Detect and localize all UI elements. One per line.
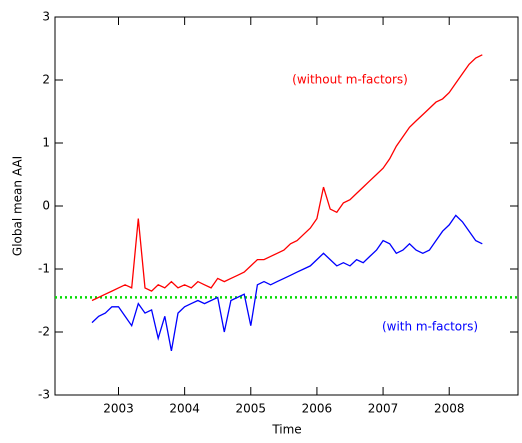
- y-tick-label: 1: [42, 136, 50, 150]
- plot-frame: [54, 16, 519, 396]
- x-tick-label: 2003: [103, 402, 134, 416]
- x-tick-label: 2005: [236, 402, 267, 416]
- x-tick-label: 2006: [302, 402, 333, 416]
- data-line: [91, 54, 483, 302]
- x-axis-label: Time: [271, 423, 301, 437]
- y-tick-label: 3: [42, 10, 50, 24]
- y-tick-label: -3: [38, 388, 50, 402]
- y-tick-label: 2: [42, 73, 50, 87]
- series-label: (with m-factors): [382, 320, 478, 334]
- x-tick-label: 2008: [434, 402, 465, 416]
- series-label: (without m-factors): [292, 73, 408, 87]
- y-axis-label: Global mean AAI: [11, 156, 25, 256]
- y-tick-label: -2: [38, 325, 50, 339]
- y-tick-label: -1: [38, 262, 50, 276]
- y-tick-label: 0: [42, 199, 50, 213]
- x-tick-label: 2004: [169, 402, 200, 416]
- data-line: [91, 214, 483, 352]
- x-tick-label: 2007: [368, 402, 399, 416]
